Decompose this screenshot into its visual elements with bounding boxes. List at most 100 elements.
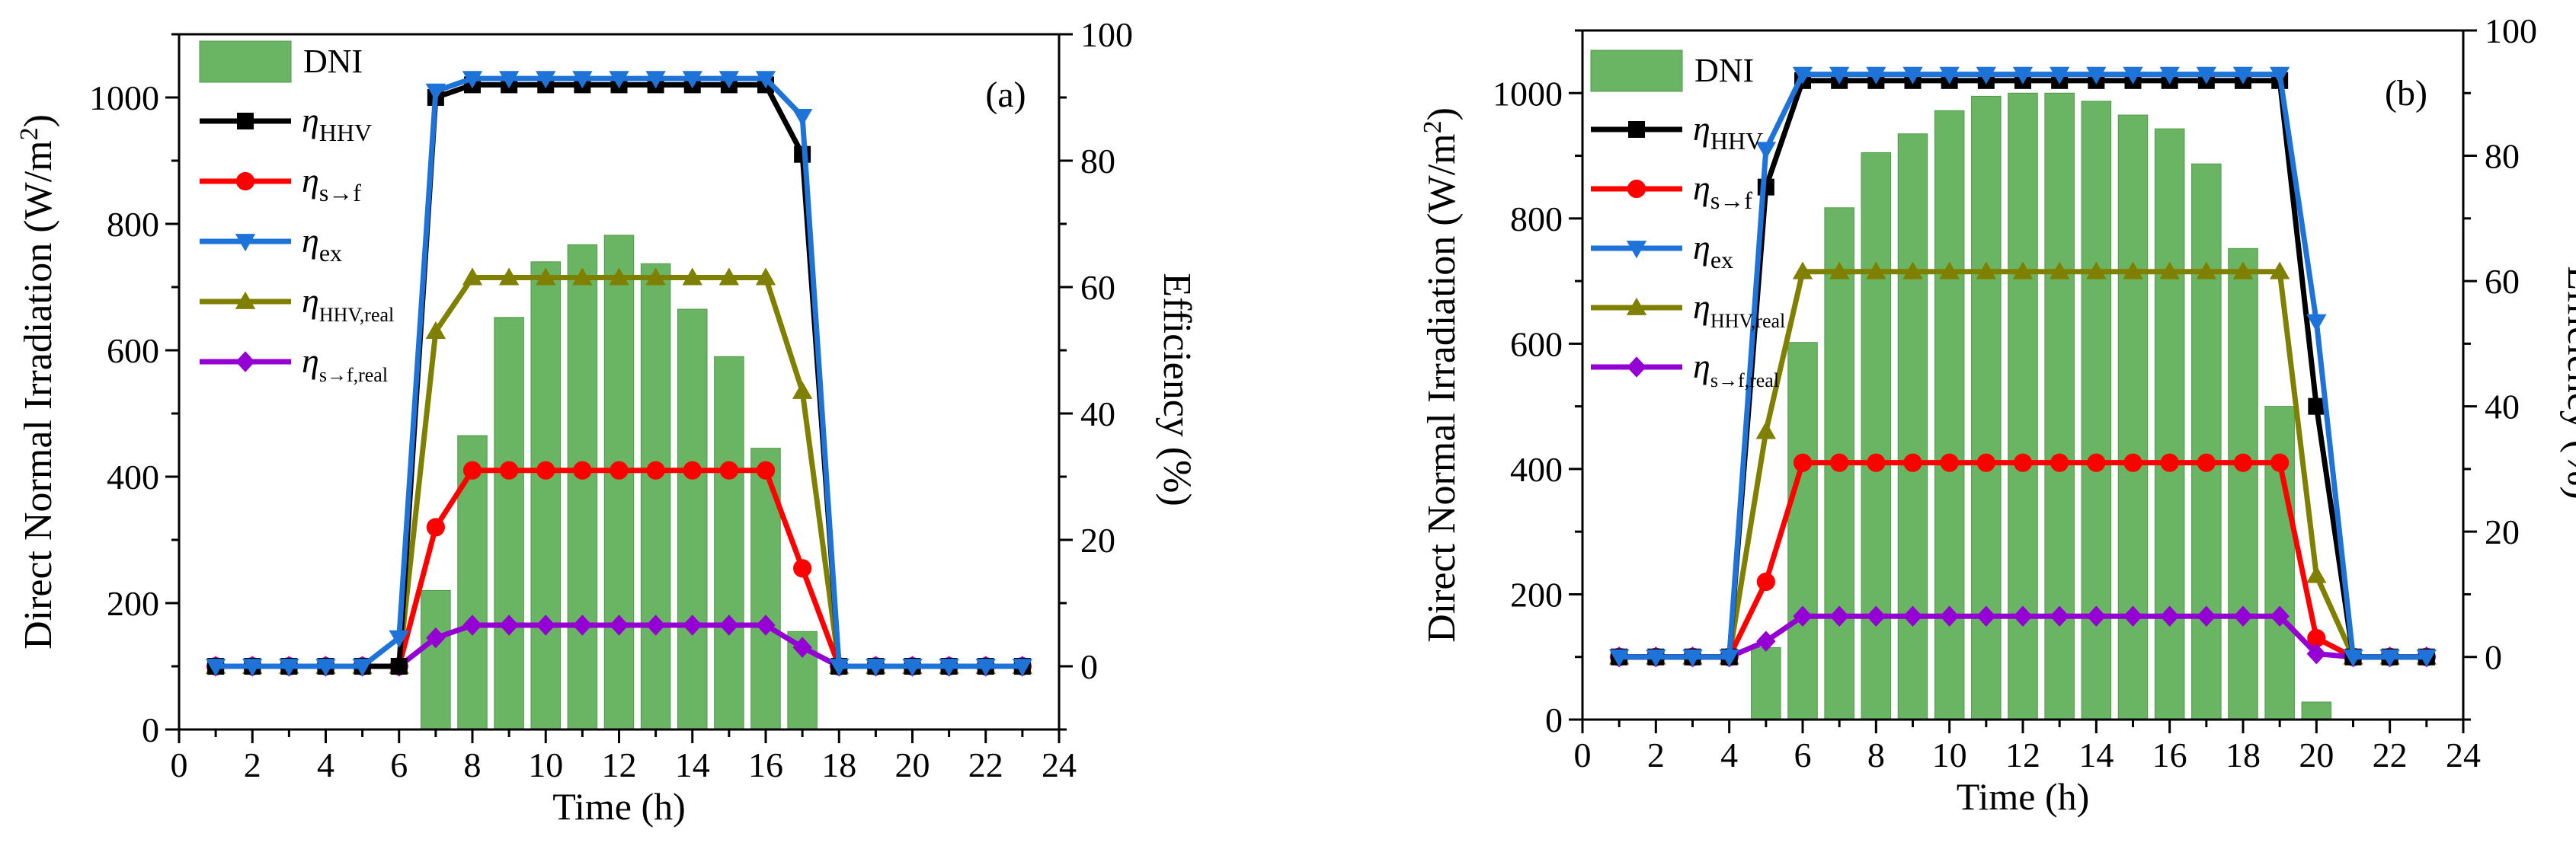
data-point-sf_real (719, 615, 739, 636)
dni-bar (2191, 163, 2222, 720)
data-point-sf (500, 461, 519, 480)
dni-bar (2228, 247, 2258, 720)
data-point-hhv_real (572, 267, 593, 286)
x-tick-label: 2 (1647, 736, 1665, 774)
data-point-ex (609, 71, 629, 89)
left-y-axis-label-main: Direct Normal Irradiation (W/m (17, 140, 60, 650)
data-point-ex (1719, 649, 1739, 667)
legend-subscript: ex (1710, 246, 1733, 273)
legend-marker-hhv_real (1626, 297, 1647, 315)
legend-label-hhv: ηHHV (1693, 109, 1763, 155)
left-y-tick-label: 0 (142, 710, 159, 749)
x-tick-label: 20 (895, 745, 930, 784)
data-point-sf (1830, 453, 1849, 472)
legend-label-hhv_real: ηHHV,real (1693, 287, 1785, 332)
data-point-sf (1867, 453, 1886, 472)
dni-bar (2081, 101, 2112, 720)
data-point-sf_real (1866, 605, 1886, 627)
data-point-sf (536, 461, 555, 480)
data-point-hhv_real (2086, 261, 2107, 279)
data-point-ex (2232, 66, 2254, 85)
data-point-hhv_real (1866, 261, 1886, 279)
data-point-ex (1682, 649, 1703, 667)
data-point-ex (755, 71, 776, 89)
data-point-hhv (390, 658, 408, 675)
data-point-hhv_real (792, 381, 813, 399)
data-point-ex (425, 83, 446, 101)
legend-dni-swatch (199, 40, 292, 83)
x-axis-label: Time (h) (552, 785, 686, 828)
x-tick-label: 10 (528, 745, 563, 784)
data-point-ex (315, 659, 336, 677)
data-point-sf_real (499, 615, 519, 636)
data-point-ex (2306, 314, 2327, 332)
axis-tick-labels: 0 2 4 6 8 10 12 14 16 18 20 22 240200400600800100002… (89, 15, 1133, 784)
left-y-axis-label-sup: 2 (1419, 120, 1447, 133)
data-point-hhv_real (498, 267, 520, 286)
x-tick-label: 6 (1794, 736, 1812, 774)
data-point-ex (866, 659, 886, 677)
x-tick-label: 8 (464, 745, 482, 784)
right-y-axis-label: Efficiency (%) (1155, 273, 1198, 506)
data-point-hhv_real (425, 321, 446, 339)
data-point-sf_real (1940, 605, 1960, 627)
data-point-ex (2269, 66, 2290, 85)
legend-eta: η (302, 341, 319, 380)
data-point-hhv_real (2123, 261, 2143, 279)
axis-ticks (165, 33, 1073, 743)
data-point-sf (2050, 453, 2069, 472)
legend-label-ex: ηex (1693, 228, 1733, 273)
data-point-hhv_real (2049, 261, 2070, 279)
dni-bar (2154, 128, 2185, 720)
data-point-ex (1866, 66, 1886, 85)
right-y-tick-label: 0 (1080, 647, 1098, 686)
dni-bar (1897, 133, 1928, 720)
x-axis-label: Time (h) (1957, 775, 2090, 818)
data-point-sf (2013, 453, 2033, 472)
legend-marker-sf (235, 171, 255, 191)
legend-dni-label: DNI (303, 43, 363, 80)
left-y-axis-label: Direct Normal Irradiation (W/m2) (1419, 107, 1464, 643)
legend-dni-label: DNI (1694, 52, 1754, 89)
data-point-sf_real (683, 615, 702, 636)
left-y-tick-label: 600 (1510, 324, 1563, 363)
legend-marker-sf (1627, 179, 1646, 199)
data-point-hhv_real (1902, 261, 1923, 279)
left-y-tick-label: 0 (1545, 701, 1563, 739)
panel-label: (a) (985, 75, 1026, 115)
data-point-sf_real (2233, 605, 2253, 627)
x-tick-label: 18 (2226, 736, 2261, 774)
data-point-ex (792, 109, 813, 127)
legend-marker-ex (1626, 241, 1647, 259)
x-tick-label: 6 (390, 745, 408, 784)
data-point-ex (1792, 66, 1813, 85)
dni-bar (567, 244, 598, 730)
data-point-hhv_real (2159, 261, 2180, 279)
right-y-tick-label: 60 (1080, 268, 1115, 307)
data-point-ex (389, 630, 409, 648)
data-point-ex (1646, 649, 1666, 667)
left-y-tick-label: 400 (1510, 450, 1563, 489)
data-point-sf_real (426, 627, 446, 649)
data-point-ex (829, 659, 850, 677)
legend-eta: η (1693, 109, 1710, 148)
dni-bar (457, 435, 488, 730)
data-point-sf_real (2013, 605, 2033, 627)
data-point-sf (683, 461, 702, 480)
legend-marker-hhv_real (235, 291, 256, 309)
data-point-hhv_real (536, 267, 556, 286)
data-point-sf (1940, 453, 1959, 472)
data-point-sf_real (2197, 605, 2216, 627)
x-tick-label: 12 (602, 745, 637, 784)
data-point-sf (2087, 453, 2106, 472)
data-point-sf (2197, 453, 2216, 472)
x-tick-label: 22 (2373, 736, 2408, 774)
right-y-tick-label: 40 (1080, 394, 1115, 433)
legend-subscript: s→f,real (319, 364, 388, 386)
x-tick-label: 12 (2005, 736, 2040, 774)
data-point-ex (1829, 66, 1850, 85)
data-point-ex (1012, 659, 1033, 677)
data-point-ex (536, 71, 556, 89)
